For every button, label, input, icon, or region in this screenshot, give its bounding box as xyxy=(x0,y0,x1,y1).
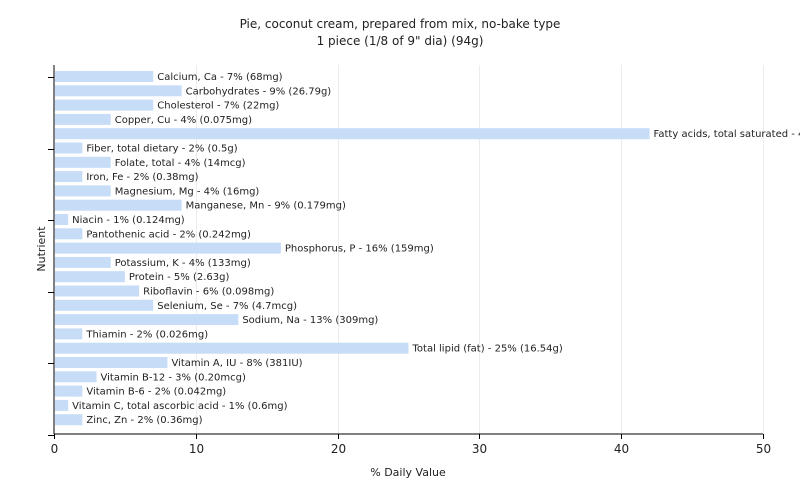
bar-label: Potassium, K - 4% (133mg) xyxy=(115,258,251,269)
bar-label: Riboflavin - 6% (0.098mg) xyxy=(143,287,274,298)
bar-label: Selenium, Se - 7% (4.7mcg) xyxy=(157,301,297,312)
bar xyxy=(55,299,154,311)
bar xyxy=(55,199,182,211)
bar-label: Carbohydrates - 9% (26.79g) xyxy=(186,86,332,97)
x-tick-label: 40 xyxy=(614,442,629,456)
axes xyxy=(48,65,763,436)
bar-label: Manganese, Mn - 9% (0.179mg) xyxy=(186,201,346,212)
x-tick-label: 10 xyxy=(189,442,204,456)
grid xyxy=(196,65,764,434)
bar-label: Vitamin B-6 - 2% (0.042mg) xyxy=(86,387,226,398)
bar xyxy=(55,328,83,340)
chart-subtitle: 1 piece (1/8 of 9" dia) (94g) xyxy=(317,34,484,48)
bar xyxy=(55,399,69,411)
bar-label: Copper, Cu - 4% (0.075mg) xyxy=(115,115,252,126)
bar-label: Folate, total - 4% (14mcg) xyxy=(115,158,246,169)
chart-title: Pie, coconut cream, prepared from mix, n… xyxy=(240,17,561,31)
bars: Calcium, Ca - 7% (68mg) Carbohydrates - 9… xyxy=(55,71,800,426)
bar-label: Vitamin C, total ascorbic acid - 1% (0.6… xyxy=(72,401,287,412)
bar xyxy=(55,185,111,197)
bar-label: Protein - 5% (2.63g) xyxy=(129,272,230,283)
bar-label: Zinc, Zn - 2% (0.36mg) xyxy=(86,415,202,426)
bar-label: Total lipid (fat) - 25% (16.54g) xyxy=(412,344,563,355)
bar xyxy=(55,214,69,225)
bar xyxy=(55,142,83,154)
bar xyxy=(55,371,97,383)
bar xyxy=(55,156,111,168)
bar xyxy=(55,314,239,326)
bar-label: Pantothenic acid - 2% (0.242mg) xyxy=(86,229,251,240)
x-tick-label: 20 xyxy=(331,442,346,456)
bar xyxy=(55,357,168,368)
x-axis-label: % Daily Value xyxy=(370,466,446,479)
bar-label: Magnesium, Mg - 4% (16mg) xyxy=(115,186,260,197)
bar-label: Niacin - 1% (0.124mg) xyxy=(72,215,185,226)
bar-label: Iron, Fe - 2% (0.38mg) xyxy=(86,172,198,183)
bar xyxy=(55,414,83,426)
bar xyxy=(55,271,125,283)
x-tick-label: 0 xyxy=(51,442,59,456)
bar xyxy=(55,128,650,140)
bar xyxy=(55,85,182,97)
bar-label: Vitamin A, IU - 8% (381IU) xyxy=(171,358,302,369)
bar xyxy=(55,385,83,397)
bar xyxy=(55,256,111,268)
bar-label: Calcium, Ca - 7% (68mg) xyxy=(157,72,282,83)
bar xyxy=(55,171,83,183)
bar xyxy=(55,342,409,354)
bar xyxy=(55,228,83,240)
bar-label: Vitamin B-12 - 3% (0.20mcg) xyxy=(101,372,246,383)
y-axis-label: Nutrient xyxy=(35,226,48,272)
bar xyxy=(55,113,111,125)
bar-label: Thiamin - 2% (0.026mg) xyxy=(85,329,208,340)
bar-label: Fiber, total dietary - 2% (0.5g) xyxy=(86,144,237,155)
bar xyxy=(55,242,281,254)
bar xyxy=(55,99,154,111)
bar-label: Fatty acids, total saturated - 42% (8.39… xyxy=(654,129,800,140)
x-tick-label: 30 xyxy=(472,442,487,456)
x-ticks: 0 10 20 30 40 50 xyxy=(51,434,771,456)
x-tick-label: 50 xyxy=(756,442,771,456)
bar xyxy=(55,71,154,82)
bar xyxy=(55,285,140,297)
bar-label: Phosphorus, P - 16% (159mg) xyxy=(285,244,434,255)
bar-label: Sodium, Na - 13% (309mg) xyxy=(242,315,378,326)
bar-label: Cholesterol - 7% (22mg) xyxy=(157,101,279,112)
